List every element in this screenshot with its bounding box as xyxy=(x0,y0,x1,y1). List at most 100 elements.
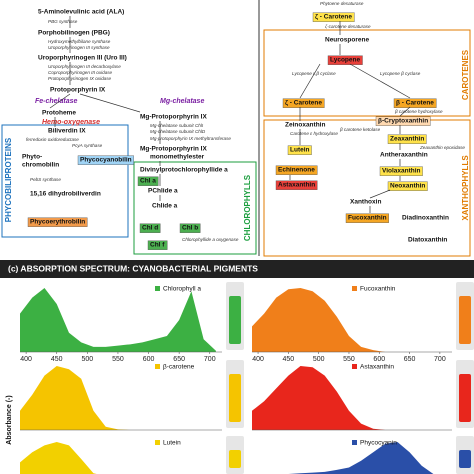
chlorophyll-frame xyxy=(133,161,257,255)
node-label: Biliverdin IX xyxy=(48,128,86,135)
spectrum-area xyxy=(252,288,446,352)
enzyme-label: PBG synthase xyxy=(48,19,78,24)
node-box-label: Lycopene xyxy=(330,57,360,64)
legend-label: Lutein xyxy=(163,440,181,447)
legend-swatch xyxy=(352,364,357,369)
tube-liquid xyxy=(229,296,241,344)
x-tick-label: 650 xyxy=(173,356,185,363)
node-label: Protoporphyrin IX xyxy=(50,87,106,94)
enzyme-label: Protoporphyrinogen IX oxidase xyxy=(48,76,112,81)
node-box xyxy=(77,155,134,165)
node-box xyxy=(379,166,423,176)
node-box xyxy=(275,165,318,175)
enzyme-label: Uroporphyrinogen III synthase xyxy=(48,45,110,50)
arrow xyxy=(369,189,391,199)
node-box-label: Astaxanthin xyxy=(278,182,315,189)
enzyme-label: ferredoxin oxidoreductase xyxy=(26,137,79,142)
enzyme-label: PcyA synthase xyxy=(72,143,103,148)
tube-liquid xyxy=(459,374,471,422)
x-tick-label: 400 xyxy=(20,356,32,363)
enzyme-label: β carotene ketolase xyxy=(339,127,381,132)
node-label: Porphobilinogen (PBG) xyxy=(38,30,110,37)
node-box xyxy=(282,98,325,108)
x-tick-label: 700 xyxy=(204,356,216,363)
tube-liquid xyxy=(229,450,241,468)
node-label: Protoheme xyxy=(42,110,76,117)
y-axis-label: Absorbance (-) xyxy=(6,395,13,444)
tube-liquid xyxy=(229,374,241,422)
node-label: XANTHOPHYLLS xyxy=(461,155,470,221)
legend-label: β-carotene xyxy=(163,364,195,371)
spectra: Chlorophyll a 400 450 500 550 600 650 700 Fucoxa… xyxy=(20,282,474,474)
enzyme-label: β carotene hydroxylase xyxy=(394,109,443,114)
node-box xyxy=(137,176,159,186)
legend-label: Astaxanthin xyxy=(360,364,394,371)
node-box-label: ζ - Carotene xyxy=(315,14,352,21)
node-box xyxy=(147,240,168,250)
node-label: Xanthoxin xyxy=(350,199,381,206)
node-label: PChlide a xyxy=(148,188,178,195)
node-label: monomethylester xyxy=(150,154,205,161)
node-label: PHYCOBILIPROTEINS xyxy=(4,137,13,222)
node-label: Phyto- xyxy=(22,154,42,161)
title-bar xyxy=(0,260,474,278)
legend-swatch xyxy=(155,440,160,445)
node-label: CHLOROPHYLLS xyxy=(243,174,252,241)
phycobili-frame xyxy=(1,124,129,238)
node-label: CAROTENES xyxy=(461,49,470,100)
node-box xyxy=(139,223,161,233)
node-label: 5-Aminolevulinic acid (ALA) xyxy=(38,9,124,16)
x-tick-label: 600 xyxy=(143,356,155,363)
node-box-label: Neoxanthin xyxy=(390,183,425,190)
x-tick-label: 700 xyxy=(434,356,446,363)
node-box-label: β-Cryptoxanthin xyxy=(378,118,428,125)
x-tick-label: 500 xyxy=(313,356,325,363)
enzyme-label: Zeaxanthin epoxidase xyxy=(419,145,465,150)
x-tick-label: 600 xyxy=(373,356,385,363)
node-label: Mg-Protoporphyrin IX xyxy=(140,146,207,153)
node-label: Neurosporene xyxy=(325,37,369,44)
arrow xyxy=(399,106,411,117)
panel-title: (c) ABSORPTION SPECTRUM: CYANOBACTERIAL … xyxy=(8,263,258,273)
node-box xyxy=(275,180,318,190)
arrow xyxy=(49,93,71,109)
node-label: Diadinoxanthin xyxy=(402,215,449,222)
legend-label: Phycocyanin xyxy=(360,440,397,447)
xanthophyll-frame xyxy=(263,119,471,257)
node-box xyxy=(179,223,201,233)
enzyme-label: Uroporphyrinogen III decarboxylase xyxy=(48,64,121,69)
node-box xyxy=(327,55,363,65)
node-label: Diatoxanthin xyxy=(408,237,447,244)
spectrum-area xyxy=(286,442,434,474)
node-box xyxy=(387,181,428,191)
x-tick-label: 500 xyxy=(81,356,93,363)
enzyme-label: Coproporphyrinogen III oxidase xyxy=(48,70,113,75)
x-tick-label: 450 xyxy=(283,356,295,363)
node-box xyxy=(27,217,88,227)
node-box-label: Chl b xyxy=(182,225,198,232)
node-label: Fe-chelatase xyxy=(35,98,78,105)
node-box-label: Fucoxanthin xyxy=(348,215,387,222)
legend-swatch xyxy=(155,286,160,291)
node-box-label: Chl a xyxy=(140,178,156,185)
legend-swatch xyxy=(155,364,160,369)
node-box-label: ζ - Carotene xyxy=(285,100,322,107)
x-tick-label: 550 xyxy=(343,356,355,363)
node-box-label: Echinenone xyxy=(278,167,315,174)
node-label: Antheraxanthin xyxy=(380,152,428,159)
arrow xyxy=(299,63,321,99)
node-label: Uroporphyrinogen III (Uro III) xyxy=(38,55,127,62)
arrow xyxy=(349,63,411,99)
node-box xyxy=(387,134,427,144)
enzyme-label: Mg-chelatase subunit ChlI xyxy=(150,123,204,128)
node-box xyxy=(375,116,431,126)
node-box-label: Phycoerythrobilin xyxy=(30,219,85,226)
node-box-label: Chl f xyxy=(150,242,165,249)
enzyme-label: Chlorophyllide a oxygenase xyxy=(182,237,239,242)
x-tick-label: 400 xyxy=(252,356,264,363)
node-box-label: Lutein xyxy=(290,147,310,154)
enzyme-label: Phytoene desaturase xyxy=(320,1,364,6)
node-label: chromobilin xyxy=(22,162,59,169)
legend-swatch xyxy=(352,286,357,291)
